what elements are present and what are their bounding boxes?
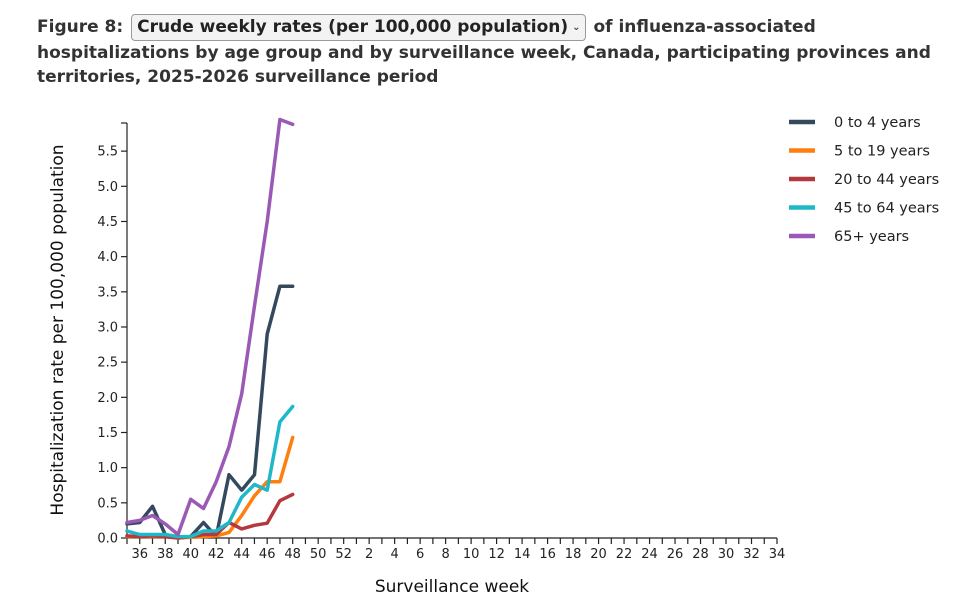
y-tick-label: 5.5 xyxy=(97,145,118,160)
x-tick-label: 40 xyxy=(182,547,199,562)
figure-title-prefix: Figure 8: xyxy=(37,17,124,37)
x-tick-label: 30 xyxy=(718,547,735,562)
legend-label[interactable]: 5 to 19 years xyxy=(834,144,930,160)
x-tick-label: 38 xyxy=(157,547,174,562)
x-tick-label: 4 xyxy=(391,547,399,562)
x-tick-label: 50 xyxy=(310,547,327,562)
x-tick-label: 48 xyxy=(284,547,301,562)
y-tick-label: 1.5 xyxy=(97,426,118,441)
x-tick-label: 2 xyxy=(365,547,373,562)
y-tick-label: 0.0 xyxy=(97,532,118,547)
y-tick-label: 0.5 xyxy=(97,496,118,511)
y-tick-label: 3.0 xyxy=(97,320,118,335)
series-line xyxy=(125,117,295,537)
x-tick-label: 32 xyxy=(743,547,760,562)
y-tick-label: 1.0 xyxy=(97,461,118,476)
y-axis: 0.0 0.5 1.0 1.5 2.0 2.5 3.0 3.5 4.0 4.5 5.0 5.5 xyxy=(97,122,128,547)
x-tick-label: 42 xyxy=(208,547,225,562)
x-axis-title: Surveillance week xyxy=(375,577,529,597)
legend: 0 to 4 years 5 to 19 years 20 to 44 years 4… xyxy=(789,115,939,245)
y-tick-label: 4.0 xyxy=(97,250,118,265)
x-tick-label: 20 xyxy=(590,547,607,562)
x-tick-label: 18 xyxy=(565,547,582,562)
legend-label[interactable]: 65+ years xyxy=(834,229,909,245)
x-tick-label: 46 xyxy=(259,547,276,562)
x-tick-label: 52 xyxy=(335,547,352,562)
x-tick-label: 10 xyxy=(463,547,480,562)
legend-label[interactable]: 20 to 44 years xyxy=(834,172,939,188)
series-line xyxy=(125,404,295,539)
series-line xyxy=(125,284,295,540)
y-tick-label: 5.0 xyxy=(97,180,118,195)
chevron-down-icon: ⌄ xyxy=(572,22,581,33)
y-tick-label: 3.5 xyxy=(97,285,118,300)
x-tick-label: 6 xyxy=(416,547,424,562)
x-tick-label: 44 xyxy=(233,547,250,562)
x-tick-label: 12 xyxy=(488,547,505,562)
y-tick-label: 2.0 xyxy=(97,391,118,406)
x-axis: 36 38 40 42 44 46 48 50 52 2 4 6 8 10 12 14 16 18 20 22 24 26… xyxy=(126,537,786,562)
x-tick-label: 36 xyxy=(131,547,148,562)
measure-select-value: Crude weekly rates (per 100,000 populati… xyxy=(137,17,569,37)
series-lines xyxy=(125,117,295,540)
x-tick-label: 28 xyxy=(692,547,709,562)
y-tick-label: 2.5 xyxy=(97,356,118,371)
x-tick-label: 22 xyxy=(616,547,633,562)
x-tick-label: 8 xyxy=(441,547,449,562)
x-tick-label: 26 xyxy=(667,547,684,562)
x-tick-label: 34 xyxy=(769,547,786,562)
y-tick-label: 4.5 xyxy=(97,215,118,230)
x-tick-label: 14 xyxy=(514,547,531,562)
y-axis-title: Hospitalization rate per 100,000 populat… xyxy=(48,144,68,515)
figure-title: Figure 8: Crude weekly rates (per 100,00… xyxy=(37,14,952,89)
legend-label[interactable]: 45 to 64 years xyxy=(834,201,939,217)
figure-title-suffix: of influenza-associated hospitalizations… xyxy=(37,17,931,87)
x-tick-label: 16 xyxy=(539,547,556,562)
x-tick-label: 24 xyxy=(641,547,658,562)
legend-label[interactable]: 0 to 4 years xyxy=(834,115,921,131)
